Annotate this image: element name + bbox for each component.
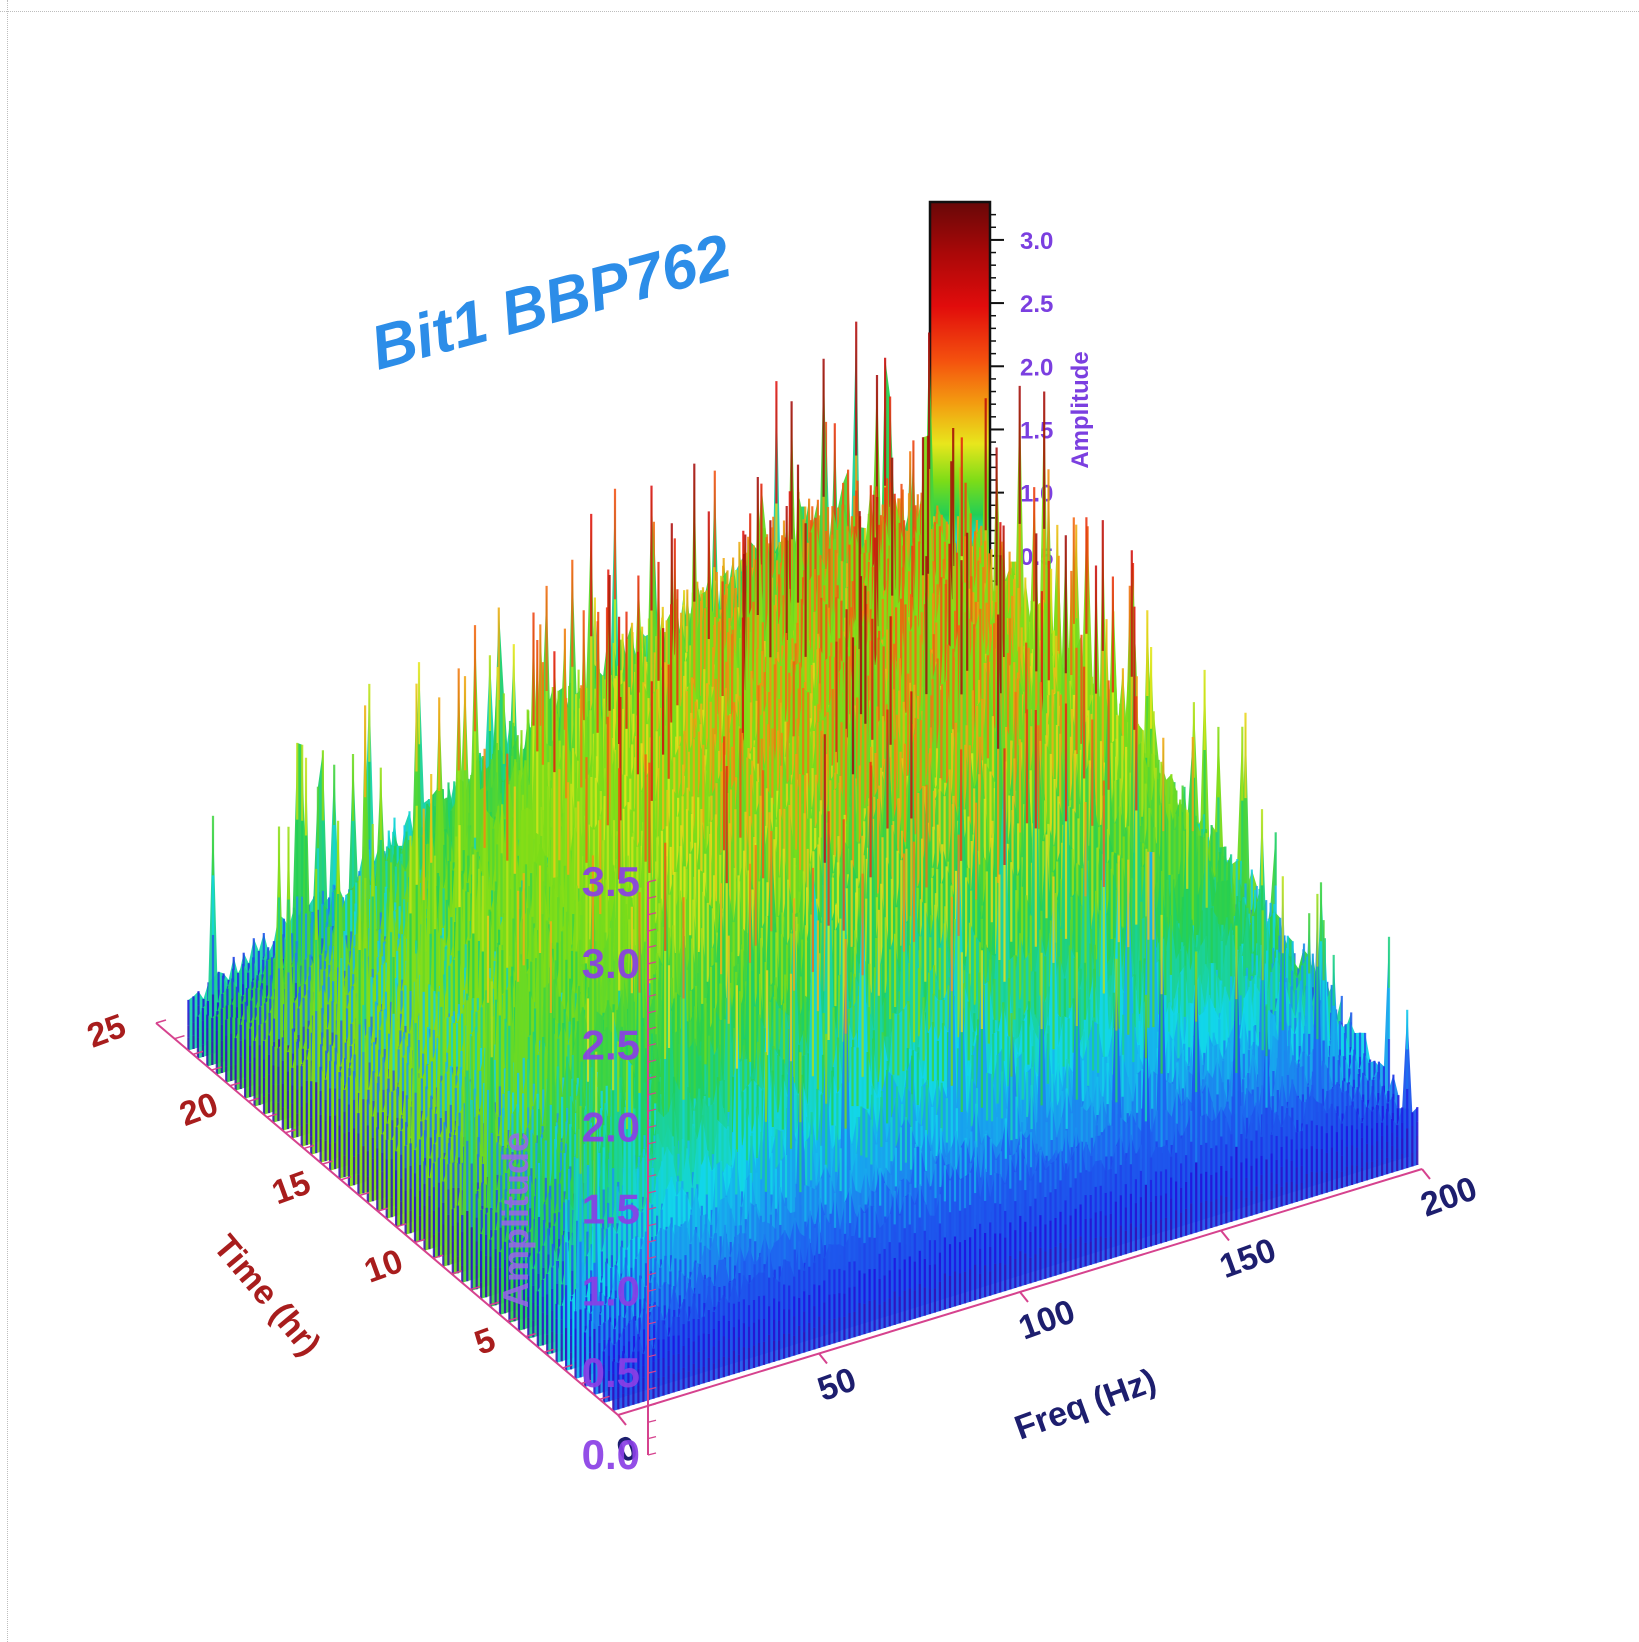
colorbar-tick-label: 2.5 bbox=[1020, 291, 1053, 318]
colorbar-tick-label: 3.0 bbox=[1020, 228, 1053, 255]
colorbar-tick-label: 2.0 bbox=[1020, 354, 1053, 381]
colorbar-label: Amplitude bbox=[1067, 351, 1094, 468]
colorbar-tick-label: 1.5 bbox=[1020, 417, 1053, 444]
chart-title: Bit1 BBP762 bbox=[364, 221, 738, 383]
